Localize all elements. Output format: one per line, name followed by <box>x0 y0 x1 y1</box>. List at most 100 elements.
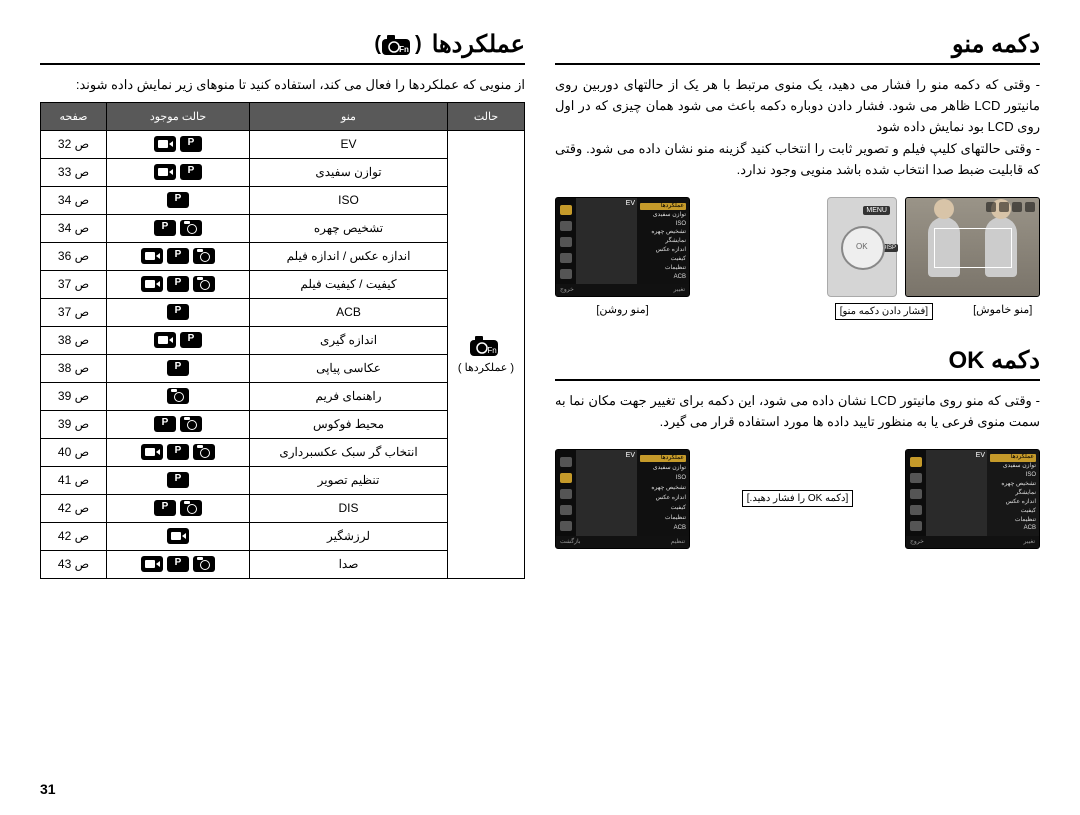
cam-mode-icon <box>180 500 202 516</box>
svg-text:Fn: Fn <box>487 346 496 355</box>
camera-dpad-icon: MENU DISP <box>827 197 897 297</box>
avail-cell <box>107 382 250 410</box>
functions-title: عملکردها <box>432 30 525 59</box>
page-cell: ص 41 <box>41 466 107 494</box>
avail-cell <box>107 158 250 186</box>
cam-mode-icon <box>193 276 215 292</box>
avail-cell <box>107 438 250 466</box>
page-cell: ص 37 <box>41 298 107 326</box>
vid-mode-icon <box>154 164 176 180</box>
th-avail: حالت موجود <box>107 102 250 130</box>
menu-p2: وقتی حالتهای کلیپ فیلم و تصویر ثابت را ا… <box>555 139 1040 181</box>
p-mode-icon <box>167 444 189 460</box>
menu-p1: وقتی که دکمه منو را فشار می دهید، یک منو… <box>555 75 1040 137</box>
vid-mode-icon <box>141 276 163 292</box>
cam-mode-icon <box>193 556 215 572</box>
page-cell: ص 36 <box>41 242 107 270</box>
callout-press-menu: [فشار دادن دکمه منو] <box>835 303 933 320</box>
p-mode-icon <box>167 472 189 488</box>
p-mode-icon <box>167 248 189 264</box>
menu-screens: MENU DISP [منو خاموش] [فشار دادن دکمه من… <box>555 197 1040 320</box>
page-cell: ص 39 <box>41 410 107 438</box>
menu-cell: اندازه گیری <box>250 326 448 354</box>
avail-cell <box>107 186 250 214</box>
avail-cell <box>107 130 250 158</box>
cam-mode-icon <box>180 220 202 236</box>
caption-menu-on: [منو روشن] <box>596 303 648 316</box>
vid-mode-icon <box>154 136 176 152</box>
avail-cell <box>107 522 250 550</box>
vid-mode-icon <box>167 528 189 544</box>
vid-mode-icon <box>141 556 163 572</box>
p-mode-icon <box>154 500 176 516</box>
caption-menu-off: [منو خاموش] <box>973 303 1032 316</box>
menu-cell: صدا <box>250 550 448 578</box>
page-cell: ص 42 <box>41 494 107 522</box>
ok-heading: دکمه OK <box>555 346 1040 381</box>
p-mode-icon <box>167 556 189 572</box>
avail-cell <box>107 354 250 382</box>
mode-cell: Fn( عملکردها ) <box>448 130 525 578</box>
page-cell: ص 42 <box>41 522 107 550</box>
menu-heading: دکمه منو <box>555 30 1040 65</box>
menu-cell: EV <box>250 130 448 158</box>
menu-cell: ISO <box>250 186 448 214</box>
avail-cell <box>107 326 250 354</box>
p-mode-icon <box>167 276 189 292</box>
page-cell: ص 38 <box>41 354 107 382</box>
menu-cell: ACB <box>250 298 448 326</box>
ok-title: دکمه OK <box>948 346 1040 375</box>
menu-title: دکمه منو <box>952 30 1040 59</box>
page-cell: ص 43 <box>41 550 107 578</box>
th-page: صفحه <box>41 102 107 130</box>
menu-cell: توازن سفیدی <box>250 158 448 186</box>
avail-cell <box>107 410 250 438</box>
page-number: 31 <box>40 781 56 797</box>
p-mode-icon <box>167 360 189 376</box>
page-cell: ص 34 <box>41 186 107 214</box>
svg-text:Fn: Fn <box>399 45 409 54</box>
p-mode-icon <box>154 416 176 432</box>
avail-cell <box>107 494 250 522</box>
lcd-ok-before: EV عملکردهاتوازن سفیدیISOتشخیص چهرهنمایش… <box>905 449 1040 549</box>
menu-cell: اندازه عکس / اندازه فیلم <box>250 242 448 270</box>
th-mode: حالت <box>448 102 525 130</box>
page-cell: ص 37 <box>41 270 107 298</box>
cam-mode-icon <box>167 388 189 404</box>
callout-press-ok: [دکمه OK را فشار دهید.] <box>742 490 853 507</box>
p-mode-icon <box>154 220 176 236</box>
fn-intro: از منویی که عملکردها را فعال می کند، است… <box>40 75 525 96</box>
lcd-ok-after: EV عملکردهاتوازن سفیدیISOتشخیص چهرهانداز… <box>555 449 690 549</box>
menu-cell: کیفیت / کیفیت فیلم <box>250 270 448 298</box>
avail-cell <box>107 298 250 326</box>
menu-cell: محیط فوکوس <box>250 410 448 438</box>
menu-cell: عکاسی پیاپی <box>250 354 448 382</box>
ok-p1: وقتی که منو روی مانیتور LCD نشان داده می… <box>555 391 1040 433</box>
avail-cell <box>107 242 250 270</box>
cam-mode-icon <box>193 248 215 264</box>
avail-cell <box>107 550 250 578</box>
table-row: Fn( عملکردها )EVص 32 <box>41 130 525 158</box>
avail-cell <box>107 466 250 494</box>
avail-cell <box>107 270 250 298</box>
p-mode-icon <box>180 164 202 180</box>
p-mode-icon <box>180 332 202 348</box>
vid-mode-icon <box>141 444 163 460</box>
menu-cell: انتخاب گر سبک عکسبرداری <box>250 438 448 466</box>
lcd-menu-off <box>905 197 1040 297</box>
menu-cell: راهنمای فریم <box>250 382 448 410</box>
functions-heading: عملکردها ( Fn ) <box>40 30 525 65</box>
page-cell: ص 39 <box>41 382 107 410</box>
lcd-menu-on: EV عملکردهاتوازن سفیدیISOتشخیص چهرهنمایش… <box>555 197 690 297</box>
ok-screens: EV عملکردهاتوازن سفیدیISOتشخیص چهرهنمایش… <box>555 449 1040 549</box>
functions-table: حالت منو حالت موجود صفحه Fn( عملکردها )E… <box>40 102 525 579</box>
menu-cell: لرزشگیر <box>250 522 448 550</box>
page-cell: ص 33 <box>41 158 107 186</box>
page-cell: ص 34 <box>41 214 107 242</box>
menu-body: وقتی که دکمه منو را فشار می دهید، یک منو… <box>555 75 1040 183</box>
page-cell: ص 32 <box>41 130 107 158</box>
cam-mode-icon <box>193 444 215 460</box>
page-cell: ص 38 <box>41 326 107 354</box>
cam-mode-icon <box>180 416 202 432</box>
ok-body: وقتی که منو روی مانیتور LCD نشان داده می… <box>555 391 1040 435</box>
